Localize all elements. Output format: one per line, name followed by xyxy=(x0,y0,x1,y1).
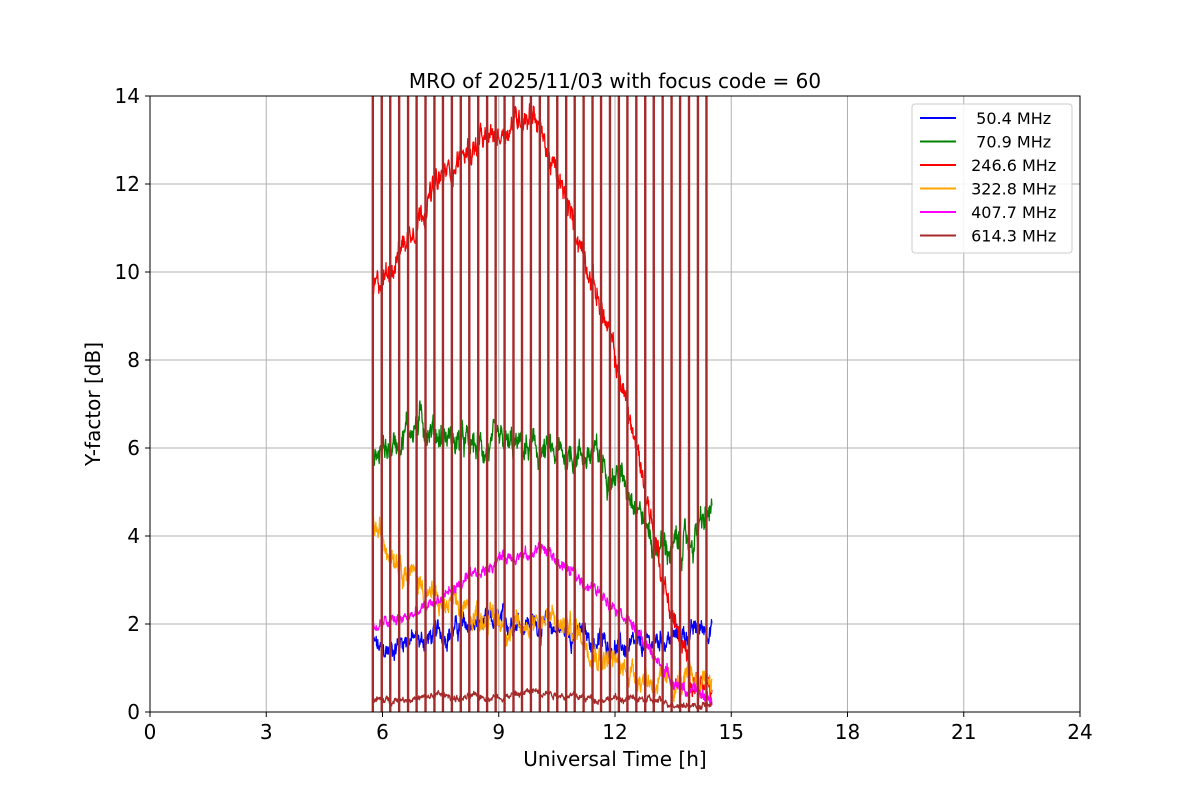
series-line xyxy=(372,103,713,706)
y-axis-label: Y-factor [dB] xyxy=(81,342,105,467)
x-tick-label: 9 xyxy=(492,720,505,744)
y-tick-label: 10 xyxy=(115,260,140,284)
y-tick-label: 0 xyxy=(127,700,140,724)
x-tick-label: 15 xyxy=(719,720,744,744)
y-tick-label: 12 xyxy=(115,172,140,196)
x-axis-label: Universal Time [h] xyxy=(523,747,706,771)
x-tick-label: 6 xyxy=(376,720,389,744)
x-tick-label: 0 xyxy=(144,720,157,744)
legend-label: 246.6 MHz xyxy=(966,156,1056,175)
x-tick-label: 12 xyxy=(602,720,627,744)
x-tick-label: 3 xyxy=(260,720,273,744)
y-tick-label: 8 xyxy=(127,348,140,372)
legend-label: 70.9 MHz xyxy=(966,133,1051,152)
y-tick-label: 4 xyxy=(127,524,140,548)
legend-label: 322.8 MHz xyxy=(966,180,1056,199)
y-tick-label: 2 xyxy=(127,612,140,636)
x-tick-label: 24 xyxy=(1067,720,1092,744)
chart-title: MRO of 2025/11/03 with focus code = 60 xyxy=(409,69,821,93)
series-line xyxy=(372,511,713,703)
legend-label: 50.4 MHz xyxy=(966,109,1051,128)
x-tick-label: 18 xyxy=(835,720,860,744)
y-tick-label: 6 xyxy=(127,436,140,460)
legend: 50.4 MHz 70.9 MHz 246.6 MHz 322.8 MHz 40… xyxy=(911,103,1073,254)
y-tick-label: 14 xyxy=(115,84,140,108)
series-lines xyxy=(371,96,713,712)
series-line xyxy=(372,687,713,711)
x-tick-label: 21 xyxy=(951,720,976,744)
legend-label: 614.3 MHz xyxy=(966,227,1056,246)
legend-label: 407.7 MHz xyxy=(966,203,1056,222)
series-line xyxy=(372,541,713,706)
